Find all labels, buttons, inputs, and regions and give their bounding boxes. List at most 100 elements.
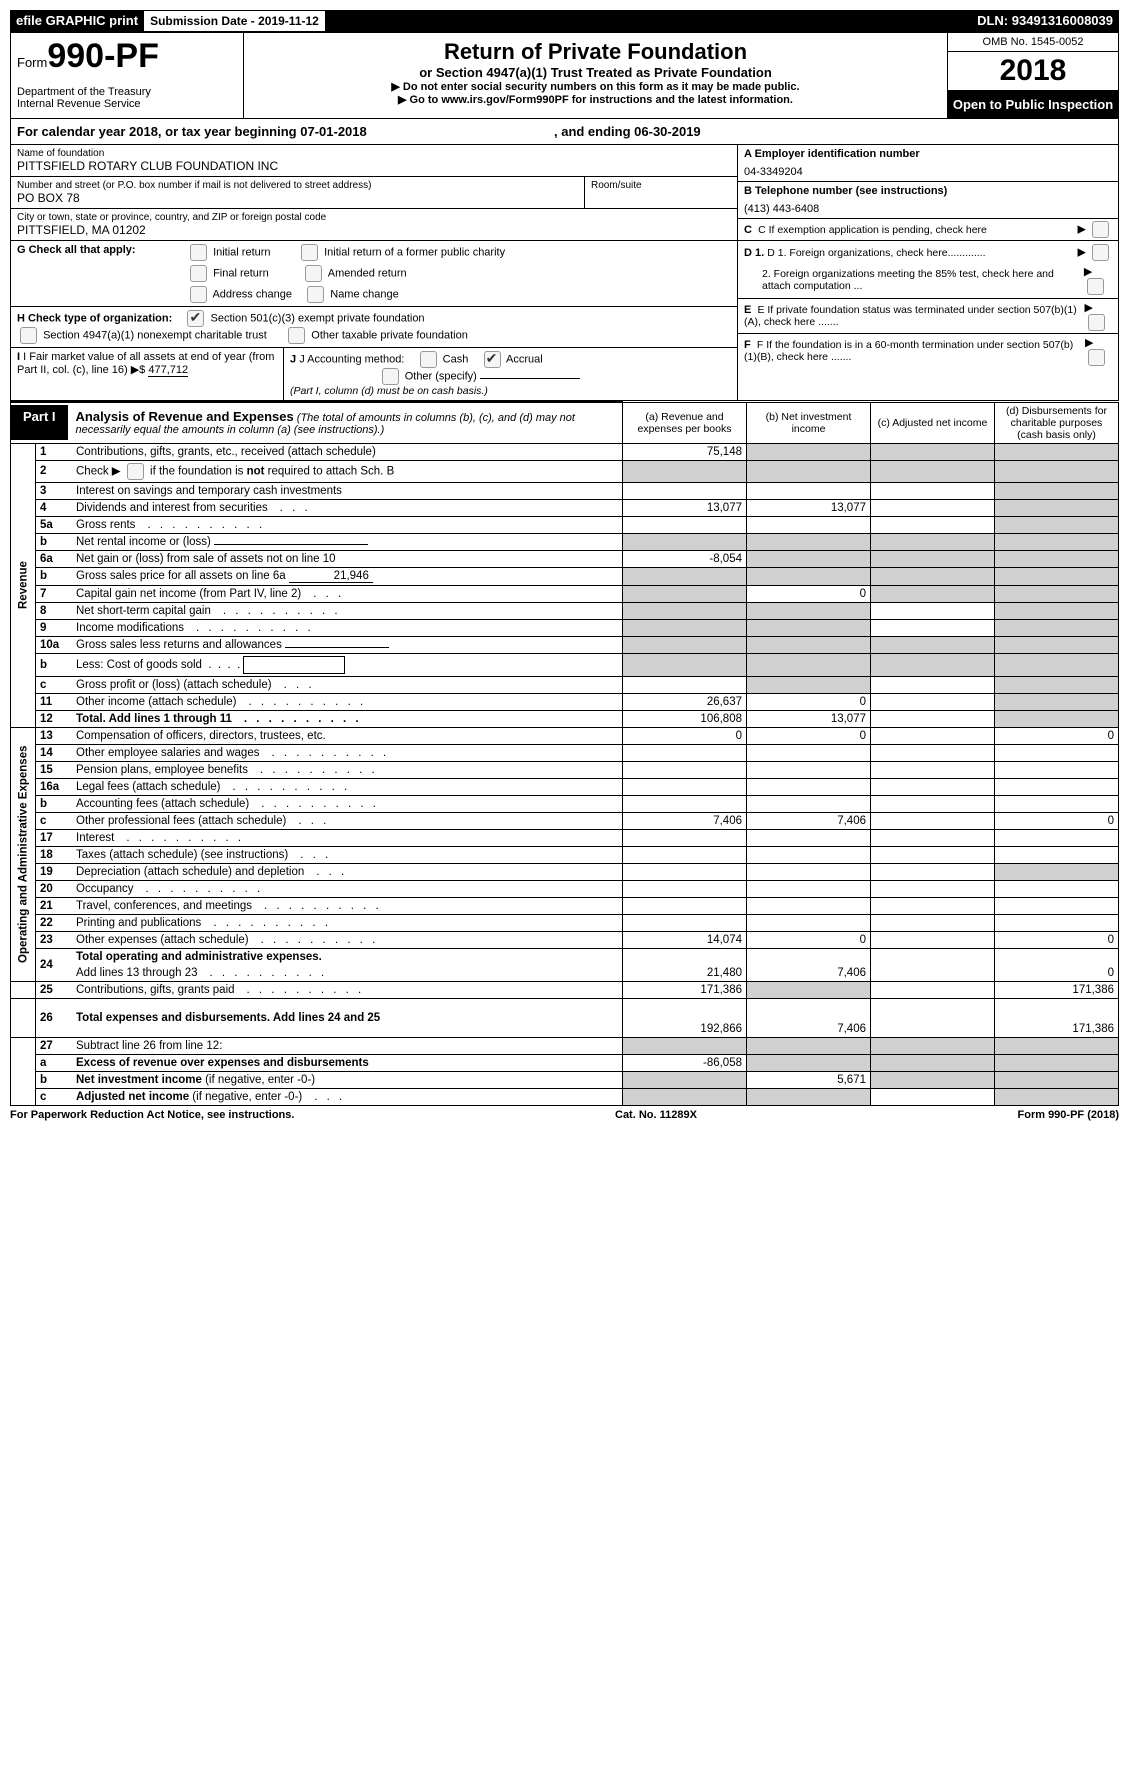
g-label: G Check all that apply: xyxy=(17,244,167,256)
cash-checkbox[interactable] xyxy=(420,351,437,368)
form-footer: Form 990-PF (2018) xyxy=(1018,1109,1120,1121)
row-14: 14 Other employee salaries and wages xyxy=(11,744,1119,761)
h-label: H Check type of organization: xyxy=(17,312,172,324)
row-21: 21 Travel, conferences, and meetings xyxy=(11,897,1119,914)
address-row: Number and street (or P.O. box number if… xyxy=(11,177,737,209)
termination-checkbox[interactable] xyxy=(1088,349,1105,366)
row-25: 25 Contributions, gifts, grants paid 171… xyxy=(11,981,1119,998)
fmv-value: 477,712 xyxy=(148,364,188,377)
exemption-pending-checkbox[interactable] xyxy=(1092,221,1109,238)
row-5b: b Net rental income or (loss) xyxy=(11,533,1119,550)
header-center: Return of Private Foundation or Section … xyxy=(244,33,947,118)
initial-return-former-checkbox[interactable] xyxy=(301,244,318,261)
tax-year: 2018 xyxy=(948,52,1118,91)
form-subtitle: or Section 4947(a)(1) Trust Treated as P… xyxy=(250,65,941,80)
submission-date: Submission Date - 2019-11-12 xyxy=(144,10,325,32)
d-row: D 1. D 1. Foreign organizations, check h… xyxy=(738,241,1118,299)
col-d-header: (d) Disbursements for charitable purpose… xyxy=(995,402,1119,443)
501c3-checkbox[interactable] xyxy=(187,310,204,327)
row-9: 9 Income modifications xyxy=(11,619,1119,636)
phone-cell: B Telephone number (see instructions) (4… xyxy=(738,182,1118,219)
part1-desc: Analysis of Revenue and Expenses (The to… xyxy=(68,405,622,440)
name-change-checkbox[interactable] xyxy=(307,286,324,303)
c-row: C C If exemption application is pending,… xyxy=(738,219,1118,241)
room-cell: Room/suite xyxy=(585,177,737,208)
cat-no: Cat. No. 11289X xyxy=(615,1109,697,1121)
g-options: Initial return Initial return of a forme… xyxy=(187,244,731,303)
row-5a: 5a Gross rents xyxy=(11,516,1119,533)
row-16c: c Other professional fees (attach schedu… xyxy=(11,812,1119,829)
row-19: 19 Depreciation (attach schedule) and de… xyxy=(11,863,1119,880)
col-b-header: (b) Net investment income xyxy=(747,402,871,443)
row-4: 4 Dividends and interest from securities… xyxy=(11,499,1119,516)
address-change-checkbox[interactable] xyxy=(190,286,207,303)
row-10c: c Gross profit or (loss) (attach schedul… xyxy=(11,676,1119,693)
row-10a: 10a Gross sales less returns and allowan… xyxy=(11,636,1119,653)
col-c-header: (c) Adjusted net income xyxy=(871,402,995,443)
e-row: E E If private foundation status was ter… xyxy=(738,299,1118,334)
row-15: 15 Pension plans, employee benefits xyxy=(11,761,1119,778)
row-6b: b Gross sales price for all assets on li… xyxy=(11,567,1119,585)
row-10b: b Less: Cost of goods sold . . . . xyxy=(11,653,1119,676)
other-method-checkbox[interactable] xyxy=(382,368,399,385)
row-7: 7 Capital gain net income (from Part IV,… xyxy=(11,585,1119,602)
goto-link[interactable]: ▶ Go to www.irs.gov/Form990PF for instru… xyxy=(250,93,941,106)
row-1: Revenue 1 Contributions, gifts, grants, … xyxy=(11,443,1119,460)
row-27c: c Adjusted net income (if negative, ente… xyxy=(11,1088,1119,1105)
row-2: 2 Check ▶ if the foundation is not requi… xyxy=(11,460,1119,482)
top-spacer xyxy=(325,10,971,32)
revenue-side-label: Revenue xyxy=(11,443,36,727)
row-ij: I I Fair market value of all assets at e… xyxy=(11,348,737,400)
row-16a: 16a Legal fees (attach schedule) xyxy=(11,778,1119,795)
omb-number: OMB No. 1545-0052 xyxy=(948,33,1118,52)
section-g: G Check all that apply: Initial return I… xyxy=(11,241,737,307)
row-27b: b Net investment income (if negative, en… xyxy=(11,1071,1119,1088)
status-terminated-checkbox[interactable] xyxy=(1088,314,1105,331)
page-footer: For Paperwork Reduction Act Notice, see … xyxy=(10,1106,1119,1121)
sch-b-checkbox[interactable] xyxy=(127,463,144,480)
row-23: 23 Other expenses (attach schedule) 14,0… xyxy=(11,931,1119,948)
line-i: I I Fair market value of all assets at e… xyxy=(11,348,284,400)
initial-return-checkbox[interactable] xyxy=(190,244,207,261)
row-26: 26 Total expenses and disbursements. Add… xyxy=(11,998,1119,1037)
col-a-header: (a) Revenue and expenses per books xyxy=(623,402,747,443)
dept-irs: Internal Revenue Service xyxy=(17,98,237,110)
row-24: 24 Total operating and administrative ex… xyxy=(11,948,1119,965)
info-left: Name of foundation PITTSFIELD ROTARY CLU… xyxy=(11,145,737,400)
form-header: Form990-PF Department of the Treasury In… xyxy=(10,32,1119,119)
row-16b: b Accounting fees (attach schedule) xyxy=(11,795,1119,812)
4947a1-checkbox[interactable] xyxy=(20,327,37,344)
accrual-checkbox[interactable] xyxy=(484,351,501,368)
row-13: Operating and Administrative Expenses 13… xyxy=(11,727,1119,744)
info-right: A Employer identification number 04-3349… xyxy=(737,145,1118,400)
part1-table: Part I Analysis of Revenue and Expenses … xyxy=(10,401,1119,1106)
row-27a: a Excess of revenue over expenses and di… xyxy=(11,1054,1119,1071)
row-27: 27 Subtract line 26 from line 12: xyxy=(11,1037,1119,1054)
final-return-checkbox[interactable] xyxy=(190,265,207,282)
row-22: 22 Printing and publications xyxy=(11,914,1119,931)
row-18: 18 Taxes (attach schedule) (see instruct… xyxy=(11,846,1119,863)
foreign-85-checkbox[interactable] xyxy=(1087,278,1104,295)
row-3: 3 Interest on savings and temporary cash… xyxy=(11,482,1119,499)
row-12: 12 Total. Add lines 1 through 11 106,808… xyxy=(11,710,1119,727)
other-taxable-checkbox[interactable] xyxy=(288,327,305,344)
row-6a: 6a Net gain or (loss) from sale of asset… xyxy=(11,550,1119,567)
form-title: Return of Private Foundation xyxy=(250,39,941,65)
street-cell: Number and street (or P.O. box number if… xyxy=(11,177,585,208)
expenses-side-label: Operating and Administrative Expenses xyxy=(11,727,36,981)
top-bar: efile GRAPHIC print Submission Date - 20… xyxy=(10,10,1119,32)
row-8: 8 Net short-term capital gain xyxy=(11,602,1119,619)
row-17: 17 Interest xyxy=(11,829,1119,846)
ssn-warning: ▶ Do not enter social security numbers o… xyxy=(250,80,941,93)
amended-return-checkbox[interactable] xyxy=(305,265,322,282)
row-20: 20 Occupancy xyxy=(11,880,1119,897)
identification-grid: Name of foundation PITTSFIELD ROTARY CLU… xyxy=(10,145,1119,401)
dln: DLN: 93491316008039 xyxy=(971,10,1119,32)
calendar-year-row: For calendar year 2018, or tax year begi… xyxy=(10,119,1119,145)
foreign-org-checkbox[interactable] xyxy=(1092,244,1109,261)
header-right: OMB No. 1545-0052 2018 Open to Public In… xyxy=(947,33,1118,118)
form-number: Form990-PF xyxy=(17,37,237,76)
ein-cell: A Employer identification number 04-3349… xyxy=(738,145,1118,182)
foundation-name-cell: Name of foundation PITTSFIELD ROTARY CLU… xyxy=(11,145,737,177)
efile-label: efile GRAPHIC print xyxy=(10,10,144,32)
